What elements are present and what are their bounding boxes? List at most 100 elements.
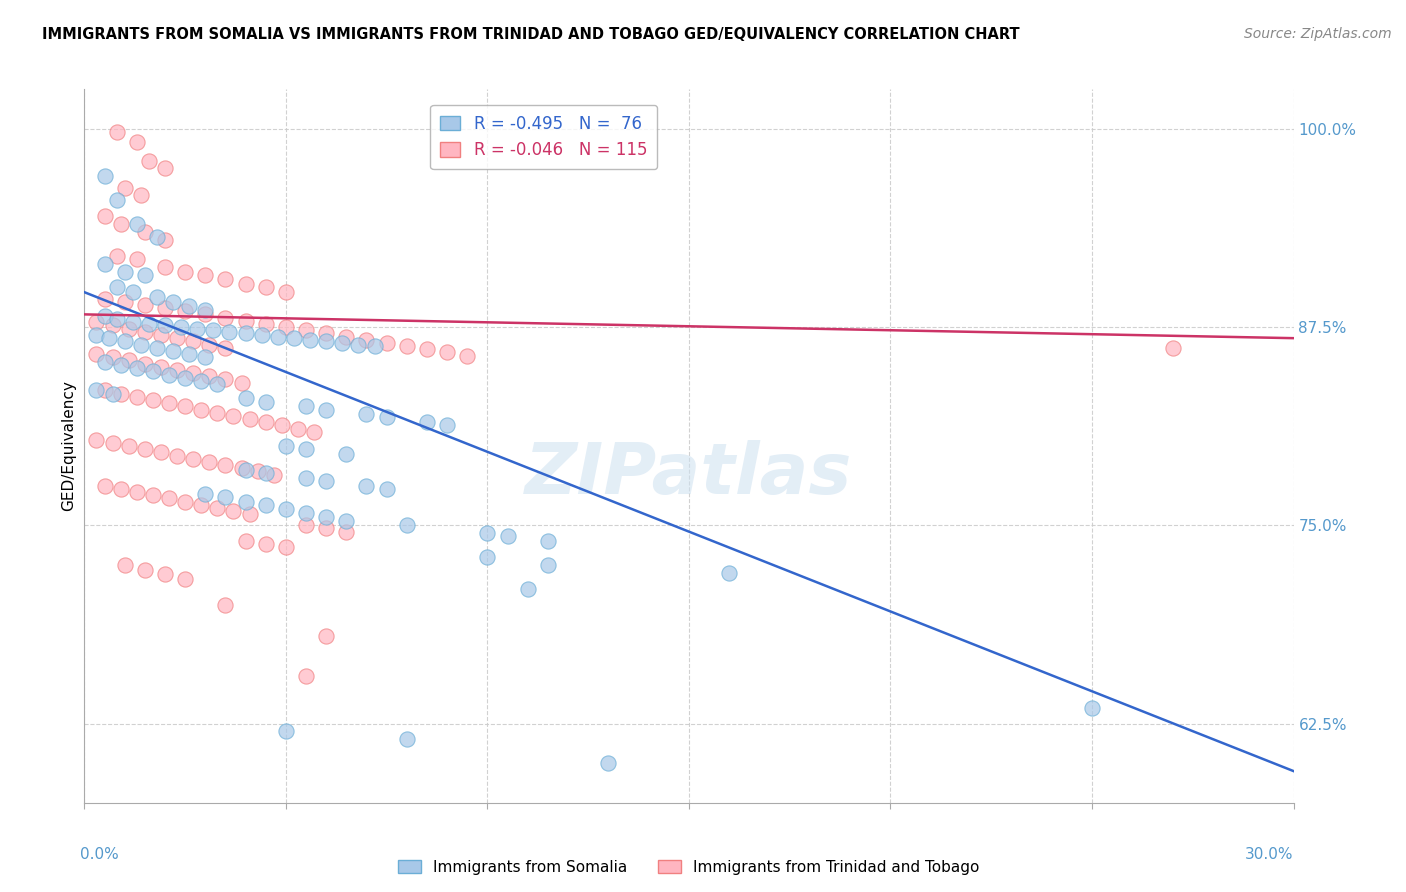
- Point: [118, 321, 141, 335]
- Point: [214, 341, 236, 355]
- Point: [110, 482, 132, 496]
- Point: [121, 315, 143, 329]
- Point: [375, 410, 398, 425]
- Point: [186, 321, 208, 335]
- Point: [149, 359, 172, 374]
- Point: [214, 310, 236, 325]
- Point: [254, 537, 277, 551]
- Point: [170, 320, 193, 334]
- Point: [166, 331, 188, 345]
- Point: [179, 300, 201, 314]
- Point: [250, 328, 273, 343]
- Point: [174, 572, 197, 586]
- Point: [456, 349, 478, 363]
- Point: [142, 488, 165, 502]
- Point: [335, 447, 357, 461]
- Point: [110, 217, 132, 231]
- Point: [93, 478, 115, 492]
- Point: [125, 485, 148, 500]
- Text: 0.0%: 0.0%: [80, 847, 120, 863]
- Point: [235, 326, 257, 341]
- Point: [86, 433, 108, 447]
- Point: [207, 406, 229, 420]
- Point: [105, 312, 128, 326]
- Point: [157, 396, 180, 410]
- Point: [114, 334, 136, 349]
- Point: [315, 629, 337, 643]
- Point: [153, 233, 176, 247]
- Text: 30.0%: 30.0%: [1246, 847, 1294, 863]
- Point: [496, 529, 519, 543]
- Point: [436, 418, 458, 433]
- Point: [166, 363, 188, 377]
- Point: [477, 526, 499, 541]
- Point: [114, 294, 136, 309]
- Point: [235, 277, 257, 292]
- Point: [138, 153, 160, 168]
- Point: [134, 225, 156, 239]
- Point: [198, 337, 221, 351]
- Point: [231, 376, 253, 390]
- Point: [295, 518, 318, 533]
- Point: [129, 337, 152, 351]
- Point: [299, 333, 322, 347]
- Point: [101, 350, 124, 364]
- Point: [356, 478, 378, 492]
- Point: [231, 461, 253, 475]
- Point: [190, 402, 212, 417]
- Point: [101, 386, 124, 401]
- Point: [138, 317, 160, 331]
- Point: [235, 463, 257, 477]
- Point: [110, 358, 132, 372]
- Point: [114, 264, 136, 278]
- Point: [142, 364, 165, 378]
- Point: [149, 328, 172, 343]
- Point: [93, 209, 115, 223]
- Point: [218, 325, 240, 339]
- Point: [121, 285, 143, 300]
- Point: [105, 249, 128, 263]
- Point: [477, 549, 499, 564]
- Point: [149, 445, 172, 459]
- Point: [235, 392, 257, 406]
- Point: [101, 318, 124, 333]
- Point: [174, 264, 197, 278]
- Point: [153, 260, 176, 274]
- Point: [375, 335, 398, 350]
- Point: [194, 486, 217, 500]
- Point: [214, 272, 236, 286]
- Point: [363, 339, 385, 353]
- Point: [93, 355, 115, 369]
- Point: [335, 514, 357, 528]
- Point: [214, 458, 236, 472]
- Point: [194, 350, 217, 364]
- Point: [254, 466, 277, 480]
- Point: [198, 455, 221, 469]
- Point: [134, 325, 156, 339]
- Point: [246, 464, 269, 478]
- Point: [157, 491, 180, 506]
- Text: IMMIGRANTS FROM SOMALIA VS IMMIGRANTS FROM TRINIDAD AND TOBAGO GED/EQUIVALENCY C: IMMIGRANTS FROM SOMALIA VS IMMIGRANTS FR…: [42, 27, 1019, 42]
- Point: [207, 377, 229, 392]
- Point: [194, 268, 217, 282]
- Point: [295, 669, 318, 683]
- Point: [395, 732, 418, 747]
- Point: [1081, 700, 1104, 714]
- Point: [153, 161, 176, 176]
- Point: [190, 374, 212, 388]
- Point: [239, 507, 262, 521]
- Point: [254, 415, 277, 429]
- Point: [295, 442, 318, 457]
- Point: [416, 343, 439, 357]
- Point: [153, 318, 176, 333]
- Point: [105, 193, 128, 207]
- Point: [194, 307, 217, 321]
- Point: [295, 323, 318, 337]
- Point: [395, 518, 418, 533]
- Point: [179, 347, 201, 361]
- Point: [134, 268, 156, 282]
- Point: [118, 353, 141, 368]
- Point: [153, 567, 176, 582]
- Point: [125, 252, 148, 266]
- Point: [274, 320, 297, 334]
